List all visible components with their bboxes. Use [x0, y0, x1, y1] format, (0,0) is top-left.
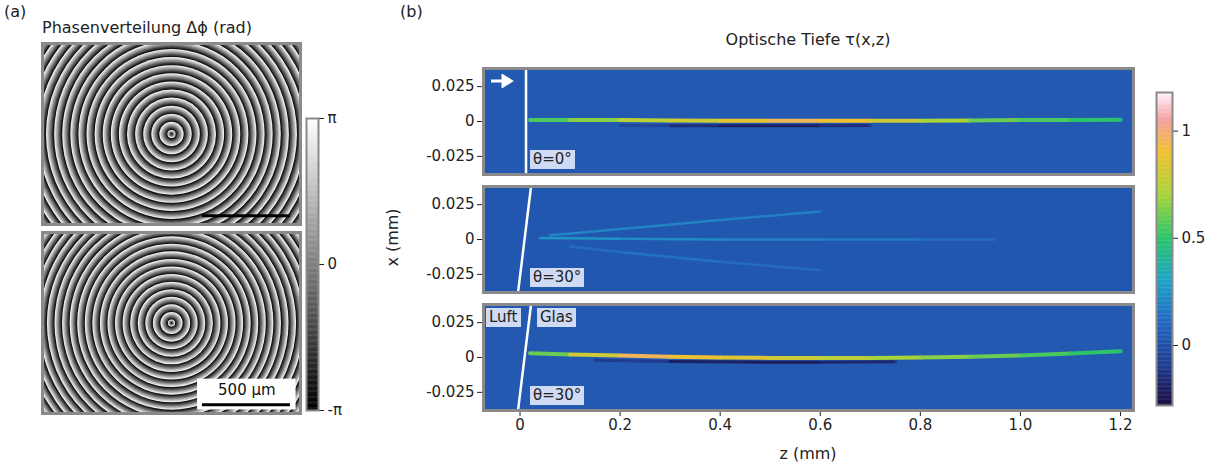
- html-text:z (mm): z (mm): [779, 444, 837, 463]
- svg-text:0.8: 0.8: [908, 416, 932, 434]
- svg-text:0.2: 0.2: [608, 416, 632, 434]
- html-text:θ=30°: θ=30°: [533, 386, 582, 404]
- svg-text:1.2: 1.2: [1109, 416, 1133, 434]
- svg-text:0.025: 0.025: [432, 77, 475, 95]
- svg-text:0: 0: [1182, 336, 1192, 354]
- svg-text:0.025: 0.025: [432, 313, 475, 331]
- html-text:θ=30°: θ=30°: [533, 268, 582, 286]
- html-text:Optische Tiefe τ(x,z): Optische Tiefe τ(x,z): [725, 30, 891, 49]
- svg-text:-π: -π: [328, 401, 342, 419]
- html-text:x (mm): x (mm): [382, 208, 402, 267]
- html-text:θ=0°: θ=0°: [533, 150, 572, 168]
- svg-text:-0.025: -0.025: [426, 265, 474, 283]
- html-text:Luft: Luft: [489, 308, 518, 326]
- svg-text:0: 0: [465, 348, 475, 366]
- svg-text:1: 1: [1182, 122, 1192, 140]
- html-text:(a): (a): [4, 2, 27, 21]
- html-text:Glas: Glas: [540, 308, 573, 326]
- svg-text:0.6: 0.6: [808, 416, 832, 434]
- html-text:Phasenverteilung Δϕ (rad): Phasenverteilung Δϕ (rad): [42, 18, 252, 37]
- svg-text:0: 0: [465, 230, 475, 248]
- svg-text:0: 0: [515, 416, 525, 434]
- svg-text:-0.025: -0.025: [426, 383, 474, 401]
- svg-text:1.0: 1.0: [1008, 416, 1032, 434]
- svg-text:0.025: 0.025: [432, 195, 475, 213]
- svg-text:0: 0: [465, 112, 475, 130]
- html-text:(b): (b): [400, 2, 423, 21]
- svg-text:π: π: [328, 109, 337, 127]
- svg-text:500 µm: 500 µm: [218, 381, 276, 399]
- svg-text:0.4: 0.4: [708, 416, 732, 434]
- svg-text:0.5: 0.5: [1182, 229, 1206, 247]
- svg-text:0: 0: [328, 255, 338, 273]
- svg-text:-0.025: -0.025: [426, 147, 474, 165]
